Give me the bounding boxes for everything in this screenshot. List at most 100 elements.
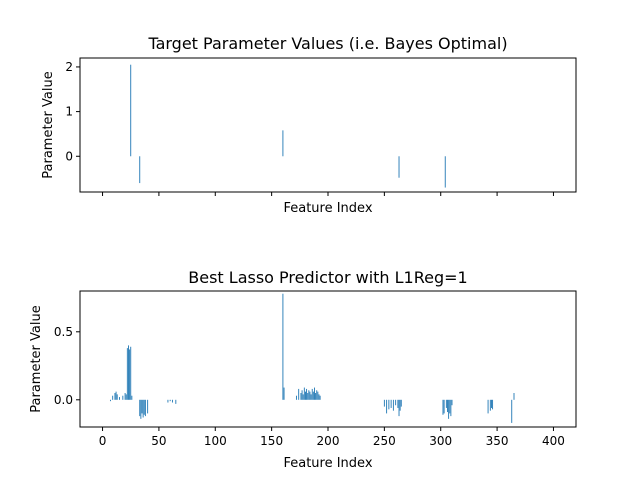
bar xyxy=(449,399,451,414)
bar xyxy=(303,387,305,400)
bar xyxy=(283,387,285,400)
bar xyxy=(140,399,142,419)
bar xyxy=(143,399,145,415)
bar xyxy=(167,399,169,403)
x-tick-label: 100 xyxy=(204,434,227,448)
bar xyxy=(124,393,126,400)
bar xyxy=(131,395,133,400)
bar xyxy=(125,394,127,400)
y-axis-label: Parameter Value xyxy=(41,71,56,178)
axes-frame xyxy=(79,290,577,428)
bar xyxy=(142,399,144,418)
bar xyxy=(489,399,491,411)
bar xyxy=(383,399,385,407)
bar xyxy=(311,388,313,400)
bar xyxy=(302,394,304,400)
chart-target: Target Parameter Values (i.e. Bayes Opti… xyxy=(41,34,577,216)
x-tick-label: 250 xyxy=(373,434,396,448)
bar xyxy=(305,391,306,400)
bar xyxy=(392,399,394,411)
bar xyxy=(310,394,312,400)
bar xyxy=(450,399,452,417)
bar xyxy=(513,393,515,400)
bar xyxy=(308,390,310,400)
bar xyxy=(492,399,494,410)
bar xyxy=(109,399,111,402)
y-tick-label: 1 xyxy=(65,105,73,119)
plot-area: 0 50 100 150 200 250 300 350 400 0.0 0.5 xyxy=(54,293,565,448)
bar xyxy=(317,391,319,400)
x-axis-label: Feature Index xyxy=(283,456,372,471)
x-axis-label: Feature Index xyxy=(283,201,372,216)
bar xyxy=(395,399,397,406)
bar xyxy=(445,399,447,408)
bar xyxy=(171,399,173,403)
chart-title: Best Lasso Predictor with L1Reg=1 xyxy=(188,268,467,287)
bar xyxy=(316,390,318,400)
bar xyxy=(139,156,141,184)
bar xyxy=(141,399,143,414)
bar xyxy=(144,399,146,417)
bar xyxy=(398,156,400,178)
bar xyxy=(300,393,302,400)
y-axis-label: Parameter Value xyxy=(29,305,44,412)
x-tick-label: 400 xyxy=(542,434,565,448)
chart-lasso: Best Lasso Predictor with L1Reg=1 0 50 100… xyxy=(29,268,577,471)
x-tick-label: 50 xyxy=(151,434,166,448)
bar xyxy=(444,156,446,188)
bar xyxy=(491,399,492,408)
bar xyxy=(282,130,284,157)
bar xyxy=(448,399,450,419)
y-tick-label: 0.0 xyxy=(54,393,73,407)
bar xyxy=(139,399,141,417)
y-tick-label: 0 xyxy=(65,149,73,163)
bar xyxy=(126,348,128,400)
bar xyxy=(122,395,124,400)
plot-area: 0 1 2 xyxy=(65,60,554,196)
bar xyxy=(175,399,177,404)
bar xyxy=(451,399,453,406)
bar xyxy=(130,346,132,400)
bar xyxy=(397,399,399,408)
bar xyxy=(312,391,314,400)
chart-title: Target Parameter Values (i.e. Bayes Opti… xyxy=(147,34,507,53)
bar xyxy=(442,399,444,415)
bar xyxy=(129,349,131,400)
bar xyxy=(398,399,400,417)
bar xyxy=(307,393,309,400)
bar xyxy=(511,399,513,423)
bar xyxy=(314,387,315,400)
bar xyxy=(119,397,120,400)
y-tick-label: 0.5 xyxy=(54,325,73,339)
bar xyxy=(114,393,116,400)
bar xyxy=(130,64,132,157)
bar xyxy=(390,399,392,408)
x-tick-label: 0 xyxy=(99,434,107,448)
bar xyxy=(319,395,321,400)
bar xyxy=(309,391,311,400)
x-tick-label: 150 xyxy=(260,434,283,448)
bar xyxy=(128,345,129,400)
x-tick-label: 200 xyxy=(317,434,340,448)
bar xyxy=(388,399,390,410)
bar xyxy=(282,293,284,400)
bar xyxy=(169,399,171,402)
bar xyxy=(318,394,320,400)
bar xyxy=(295,395,297,400)
x-tick-label: 350 xyxy=(486,434,509,448)
y-tick-label: 2 xyxy=(65,60,73,74)
bar xyxy=(298,388,300,400)
bar xyxy=(112,395,114,400)
bar xyxy=(447,399,448,413)
bar xyxy=(386,399,388,414)
bar xyxy=(147,399,149,414)
bar xyxy=(115,391,117,400)
x-tick-label: 300 xyxy=(429,434,452,448)
bar xyxy=(306,388,308,400)
bar xyxy=(116,394,118,400)
bar xyxy=(400,399,402,407)
axes-frame xyxy=(79,57,577,193)
bar xyxy=(301,390,303,400)
bar xyxy=(399,399,401,411)
